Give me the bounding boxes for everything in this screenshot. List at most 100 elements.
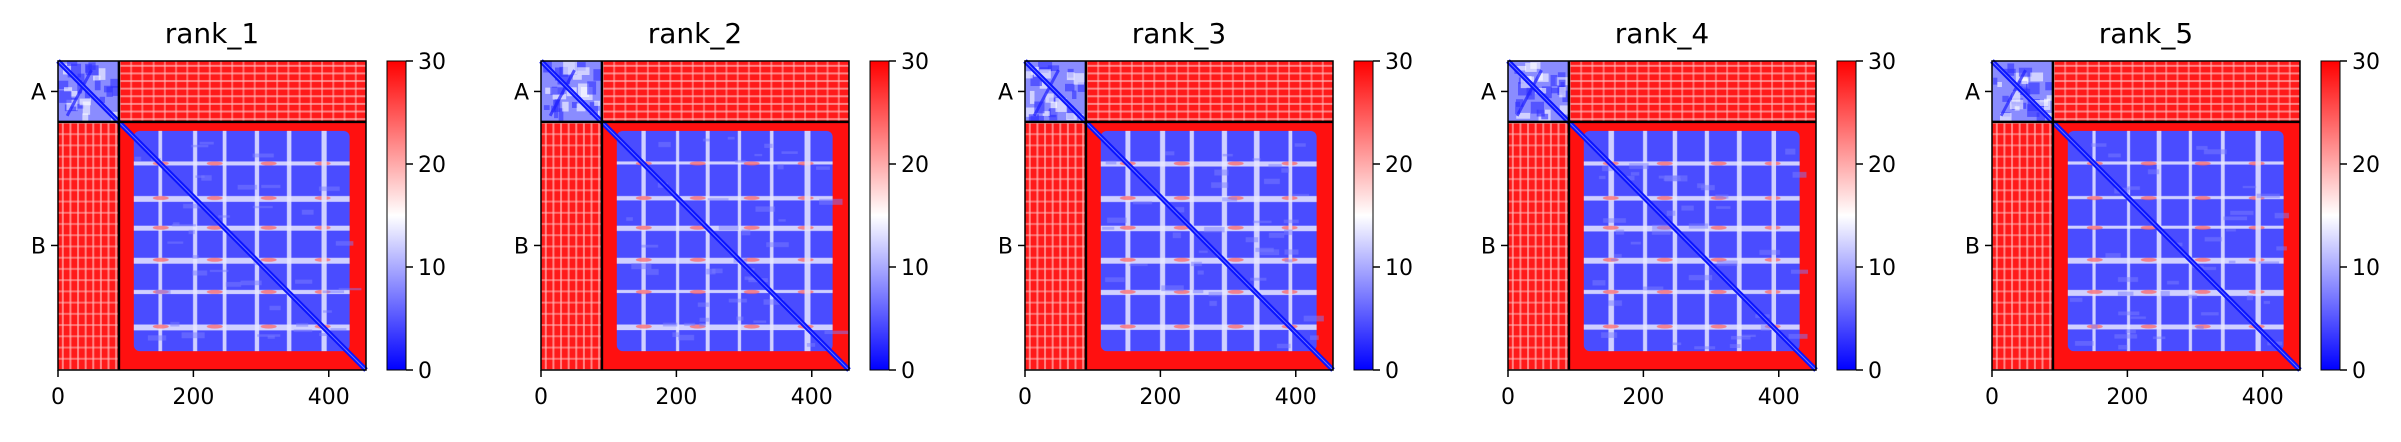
block-A-texture	[1025, 71, 1033, 79]
block-A-texture	[550, 87, 565, 95]
heatmap	[539, 59, 851, 372]
block-A-texture	[67, 61, 78, 66]
block-A-texture	[2011, 91, 2021, 102]
block-A-texture	[59, 90, 72, 103]
block-A-texture	[543, 105, 550, 110]
block-A-texture	[1537, 73, 1549, 82]
x-tick-label: 400	[308, 385, 350, 410]
panel-title: rank_3	[1132, 17, 1226, 50]
block-A-texture	[577, 67, 590, 75]
x-tick-label: 400	[1758, 385, 1800, 410]
colorbar-tick-label: 20	[901, 153, 929, 178]
block-A-texture	[1049, 108, 1058, 121]
chain-label-B: B	[1965, 234, 1980, 259]
block-A-crossline	[1032, 69, 1060, 117]
block-A-B	[1085, 61, 1333, 122]
block-A-texture	[594, 100, 601, 106]
x-tick-label: 0	[1018, 385, 1032, 410]
block-A-texture	[63, 87, 73, 92]
block-A-B	[2052, 61, 2300, 122]
block-A-texture	[1550, 74, 1558, 87]
block-A-texture	[1559, 87, 1566, 98]
block-A-crossline	[65, 69, 93, 117]
block-A-texture	[73, 103, 85, 109]
heatmap	[1990, 59, 2302, 372]
block-A-texture	[94, 76, 101, 91]
block-A-texture	[82, 113, 89, 122]
block-A-texture	[1997, 81, 2002, 88]
block-A-texture	[578, 83, 590, 98]
block-A-B	[118, 61, 366, 122]
x-tick-label: 200	[2106, 385, 2148, 410]
colorbar	[386, 60, 407, 371]
diagonal-highlight	[1991, 60, 2301, 371]
block-A-texture	[1541, 113, 1549, 120]
block-A-texture	[2045, 112, 2058, 119]
chain-label-A: A	[514, 80, 529, 105]
panel-title: rank_5	[2099, 17, 2193, 50]
colorbar-tick-label: 10	[418, 256, 446, 281]
block-A-texture	[110, 78, 119, 88]
colorbar	[1836, 60, 1857, 371]
diagonal	[1023, 59, 1335, 372]
chain-label-A: A	[998, 80, 1013, 105]
block-A-texture	[576, 103, 586, 112]
chain-label-B: B	[998, 234, 1013, 259]
block-A-texture	[77, 73, 85, 86]
colorbar	[869, 60, 890, 371]
block-A-texture	[563, 61, 578, 75]
panel-rank_3: rank_3 A B 0 200 400 0 10 20 30	[998, 17, 1413, 410]
block-A-texture	[1072, 90, 1077, 100]
diagonal-highlight	[1507, 60, 1817, 371]
block-A-texture	[1077, 82, 1087, 92]
block-B-A	[1025, 121, 1086, 370]
colorbar-tick-label: 20	[418, 153, 446, 178]
colorbar-tick-label: 30	[1385, 50, 1413, 75]
block-A-texture	[1038, 61, 1053, 72]
block-A-texture	[99, 96, 105, 104]
block-B-A	[1992, 121, 2053, 370]
panel-rank_5: rank_5 A B 0 200 400 0 10 20 30	[1965, 17, 2380, 410]
block-A-texture	[2002, 68, 2016, 73]
panel-title: rank_2	[648, 17, 742, 50]
block-A-texture	[70, 106, 77, 111]
block-A-texture	[1515, 101, 1521, 115]
block-A-texture	[1045, 93, 1054, 103]
block-A-texture	[2009, 99, 2024, 110]
block-A-texture	[2026, 82, 2040, 95]
block-A-texture	[554, 67, 562, 81]
block-A-texture	[98, 68, 106, 80]
block-A-texture	[572, 74, 582, 80]
colorbar-tick-label: 20	[1385, 153, 1413, 178]
block-A-texture	[1529, 76, 1535, 84]
block-A-texture	[1039, 69, 1051, 79]
block-A-texture	[1515, 65, 1527, 71]
block-B-A	[1508, 121, 1569, 370]
x-tick-label: 400	[2242, 385, 2284, 410]
x-tick-label: 200	[172, 385, 214, 410]
x-tick-label: 400	[791, 385, 833, 410]
chain-label-A: A	[1965, 80, 1980, 105]
heatmap	[1506, 59, 1818, 372]
x-tick-label: 200	[1622, 385, 1664, 410]
block-A-texture	[2046, 95, 2055, 101]
diagonal-highlight	[1024, 60, 1334, 371]
x-tick-label: 200	[655, 385, 697, 410]
chain-label-B: B	[514, 234, 529, 259]
block-A-texture	[1028, 114, 1039, 124]
colorbar-tick-label: 0	[901, 359, 915, 384]
block-A-texture	[593, 69, 604, 81]
chain-label-A: A	[1481, 80, 1496, 105]
block-A-texture	[58, 80, 69, 90]
block-A-texture	[1026, 107, 1038, 117]
block-A-texture	[2045, 82, 2054, 91]
diagonal	[1506, 59, 1818, 372]
chain-label-B: B	[31, 234, 46, 259]
block-A-B	[1568, 61, 1816, 122]
axes-frame	[1024, 60, 1334, 371]
block-A-B	[601, 61, 849, 122]
block-A-texture	[93, 75, 101, 81]
block-A-texture	[84, 91, 91, 99]
